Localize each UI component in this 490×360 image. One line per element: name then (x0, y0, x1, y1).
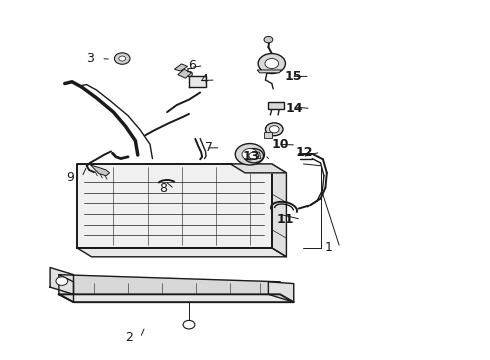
Circle shape (249, 152, 259, 159)
Text: 5: 5 (186, 67, 194, 80)
Circle shape (265, 59, 279, 68)
Polygon shape (77, 164, 272, 248)
Polygon shape (59, 275, 280, 302)
Polygon shape (91, 165, 110, 176)
Circle shape (183, 320, 195, 329)
Text: 12: 12 (295, 146, 313, 159)
Polygon shape (269, 102, 284, 109)
Text: 8: 8 (159, 183, 167, 195)
Text: 9: 9 (67, 171, 74, 184)
Circle shape (264, 36, 273, 43)
Text: 13: 13 (242, 150, 260, 163)
Polygon shape (59, 294, 294, 302)
Text: 7: 7 (205, 141, 213, 154)
Polygon shape (257, 70, 282, 73)
Circle shape (235, 144, 265, 165)
Text: 4: 4 (200, 73, 208, 86)
Polygon shape (272, 164, 287, 257)
Polygon shape (189, 76, 206, 87)
Text: 15: 15 (285, 70, 302, 83)
Polygon shape (50, 267, 74, 294)
Polygon shape (264, 132, 272, 138)
Text: 1: 1 (325, 241, 333, 255)
Polygon shape (269, 282, 294, 302)
Circle shape (115, 53, 130, 64)
Text: 3: 3 (86, 52, 94, 65)
Circle shape (244, 149, 264, 163)
Polygon shape (178, 69, 192, 78)
Text: 10: 10 (271, 139, 289, 152)
Circle shape (258, 54, 286, 73)
Text: 2: 2 (125, 332, 133, 345)
Circle shape (242, 149, 258, 160)
Polygon shape (59, 275, 74, 302)
Text: 14: 14 (286, 102, 303, 115)
Polygon shape (230, 164, 287, 173)
Polygon shape (249, 152, 261, 158)
Polygon shape (174, 64, 188, 71)
Circle shape (56, 277, 68, 285)
Polygon shape (77, 248, 287, 257)
Circle shape (270, 126, 279, 133)
Circle shape (119, 56, 125, 61)
Text: 6: 6 (188, 59, 196, 72)
Text: 11: 11 (276, 213, 294, 226)
Circle shape (266, 123, 283, 136)
